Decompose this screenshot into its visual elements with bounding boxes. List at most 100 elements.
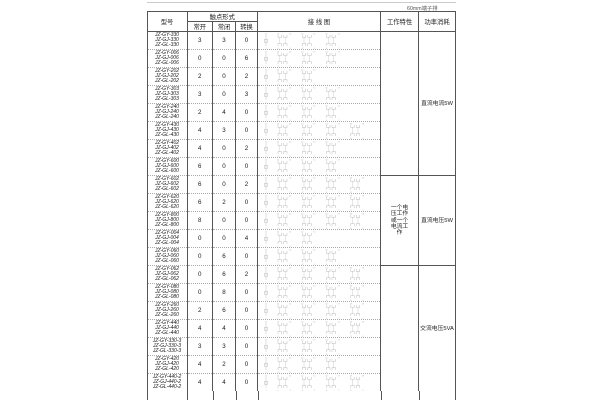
svg-text:16: 16 (325, 88, 328, 90)
svg-text:18: 18 (350, 178, 353, 180)
svg-text:16: 16 (325, 268, 328, 270)
svg-text:19: 19 (362, 286, 365, 288)
svg-text:15: 15 (313, 124, 316, 126)
svg-text:17: 17 (338, 340, 341, 342)
svg-text:12: 12 (277, 304, 280, 306)
svg-text:19: 19 (362, 376, 365, 378)
svg-text:17: 17 (338, 34, 341, 36)
svg-text:11: 11 (265, 268, 268, 270)
svg-text:17: 17 (338, 214, 341, 216)
svg-text:16: 16 (325, 376, 328, 378)
svg-text:16: 16 (325, 142, 328, 144)
svg-text:13: 13 (289, 106, 292, 108)
svg-text:14: 14 (301, 358, 304, 360)
svg-text:2: 2 (277, 390, 279, 391)
svg-text:15: 15 (313, 178, 316, 180)
svg-text:12: 12 (277, 178, 280, 180)
svg-text:6: 6 (326, 390, 328, 391)
svg-text:11: 11 (265, 250, 268, 252)
svg-text:15: 15 (313, 142, 316, 144)
svg-text:3: 3 (290, 390, 292, 391)
svg-text:16: 16 (325, 34, 328, 36)
svg-text:8: 8 (350, 390, 352, 391)
svg-text:12: 12 (277, 376, 280, 378)
svg-text:12: 12 (277, 70, 280, 72)
svg-text:18: 18 (350, 268, 353, 270)
svg-text:9: 9 (362, 390, 364, 391)
svg-text:19: 19 (362, 322, 365, 324)
svg-text:13: 13 (289, 124, 292, 126)
svg-text:5: 5 (314, 390, 316, 391)
svg-text:11: 11 (265, 196, 268, 198)
svg-text:18: 18 (350, 214, 353, 216)
svg-text:14: 14 (301, 34, 304, 36)
svg-text:11: 11 (265, 34, 268, 36)
svg-text:16: 16 (325, 106, 328, 108)
svg-text:14: 14 (301, 142, 304, 144)
svg-text:15: 15 (313, 70, 316, 72)
svg-text:19: 19 (362, 124, 365, 126)
svg-text:19: 19 (362, 268, 365, 270)
svg-text:13: 13 (289, 250, 292, 252)
svg-text:16: 16 (325, 52, 328, 54)
svg-text:14: 14 (301, 70, 304, 72)
svg-text:17: 17 (338, 88, 341, 90)
svg-text:15: 15 (313, 322, 316, 324)
svg-text:14: 14 (301, 322, 304, 324)
svg-text:18: 18 (350, 322, 353, 324)
svg-text:15: 15 (313, 34, 316, 36)
svg-text:13: 13 (289, 286, 292, 288)
svg-text:16: 16 (325, 340, 328, 342)
svg-text:16: 16 (325, 178, 328, 180)
svg-text:16: 16 (325, 304, 328, 306)
svg-text:17: 17 (338, 376, 341, 378)
svg-text:11: 11 (265, 88, 268, 90)
svg-text:12: 12 (277, 214, 280, 216)
svg-text:7: 7 (338, 390, 340, 391)
svg-text:17: 17 (338, 106, 341, 108)
svg-text:15: 15 (313, 304, 316, 306)
svg-text:18: 18 (350, 196, 353, 198)
svg-text:15: 15 (313, 214, 316, 216)
svg-text:16: 16 (325, 160, 328, 162)
svg-text:15: 15 (313, 160, 316, 162)
svg-text:19: 19 (362, 214, 365, 216)
svg-text:14: 14 (301, 124, 304, 126)
svg-text:17: 17 (338, 358, 341, 360)
svg-text:12: 12 (277, 142, 280, 144)
svg-text:15: 15 (313, 88, 316, 90)
svg-text:11: 11 (265, 124, 268, 126)
svg-text:15: 15 (313, 376, 316, 378)
svg-text:11: 11 (265, 322, 268, 324)
svg-text:14: 14 (301, 268, 304, 270)
svg-text:15: 15 (313, 358, 316, 360)
svg-text:13: 13 (289, 268, 292, 270)
svg-text:13: 13 (289, 88, 292, 90)
svg-text:13: 13 (289, 52, 292, 54)
svg-text:17: 17 (338, 178, 341, 180)
svg-text:14: 14 (301, 178, 304, 180)
svg-text:17: 17 (338, 250, 341, 252)
svg-text:12: 12 (277, 196, 280, 198)
svg-text:18: 18 (350, 286, 353, 288)
svg-text:19: 19 (362, 178, 365, 180)
svg-text:11: 11 (265, 340, 268, 342)
svg-text:14: 14 (301, 88, 304, 90)
svg-text:12: 12 (277, 160, 280, 162)
svg-text:1: 1 (265, 390, 267, 391)
svg-text:12: 12 (277, 322, 280, 324)
svg-text:11: 11 (265, 232, 268, 234)
svg-text:18: 18 (350, 376, 353, 378)
svg-text:14: 14 (301, 160, 304, 162)
svg-text:13: 13 (289, 232, 292, 234)
svg-text:16: 16 (325, 250, 328, 252)
svg-text:14: 14 (301, 286, 304, 288)
svg-text:11: 11 (265, 142, 268, 144)
svg-text:15: 15 (313, 286, 316, 288)
svg-text:14: 14 (301, 376, 304, 378)
svg-text:17: 17 (338, 268, 341, 270)
svg-text:12: 12 (277, 340, 280, 342)
svg-text:15: 15 (313, 106, 316, 108)
svg-text:18: 18 (350, 304, 353, 306)
svg-text:17: 17 (338, 322, 341, 324)
